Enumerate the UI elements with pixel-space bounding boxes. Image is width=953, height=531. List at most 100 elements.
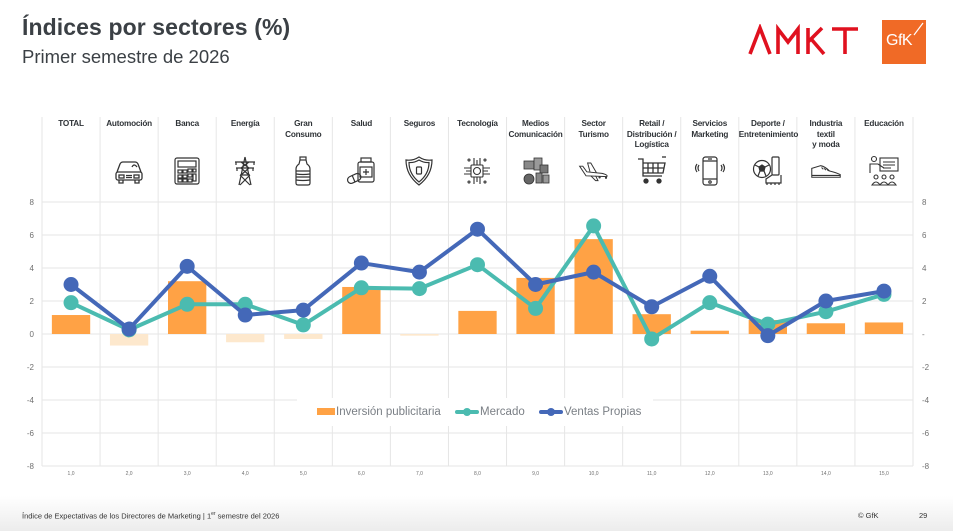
cart-icon [636,155,668,187]
point-mercado [237,296,253,312]
y-tick-right: -2 [922,363,930,372]
page-number: 29 [919,511,928,520]
x-tick-label: 10,0 [589,471,599,477]
y-tick-left: -6 [27,429,35,438]
point-ventas-propias [179,258,195,274]
point-mercado [586,218,602,234]
point-ventas-propias [586,264,602,280]
sector-label: Servicios Marketing [691,119,729,139]
y-tick-left: 8 [30,198,35,207]
sector-header-12: Servicios Marketing [681,117,739,202]
sector-label: Automoción [106,119,152,128]
point-ventas-propias [702,268,718,284]
point-ventas-propias [760,328,776,344]
power-tower-icon [229,155,261,187]
x-tick-label: 14,0 [821,471,831,477]
y-tick-left: 2 [30,297,35,306]
sector-label: TOTAL [58,119,84,128]
point-ventas-propias [237,307,253,323]
point-mercado [528,300,544,316]
y-tick-left: 0 [30,330,35,339]
sector-header-7: Seguros [390,117,448,202]
x-tick-label: 9,0 [532,471,539,477]
sector-label: Salud [350,119,372,128]
point-mercado [644,331,660,347]
teacher-icon [868,155,900,187]
sector-label: Industria textil y moda [809,119,843,149]
point-mercado [818,304,834,320]
sector-header-1: TOTAL [42,117,100,202]
legend-label: Mercado [480,406,525,418]
y-tick-right: - [922,330,925,339]
y-tick-right: -8 [922,462,930,471]
point-mercado [470,257,485,273]
y-tick-right: 2 [922,297,927,306]
bar-inversion [806,323,846,334]
sector-header-10: Sector Turismo [565,117,623,202]
bottle-icon [287,155,319,187]
y-tick-right: -4 [922,396,930,405]
x-tick-label: 4,0 [242,471,249,477]
sector-header-8: Tecnología [448,117,506,202]
bar-inversion [864,322,904,334]
y-tick-left: 4 [30,264,35,273]
footer-bar [0,496,953,531]
medicine-icon [345,155,377,187]
sector-header-11: Retail / Distribución / Logística [623,117,681,202]
point-ventas-propias [644,299,660,315]
sector-header-3: Banca [158,117,216,202]
y-tick-left: -2 [27,363,35,372]
point-mercado [63,295,79,311]
legend-item-ventas: Ventas Propias [539,406,641,418]
media-icon [520,155,552,187]
x-tick-label: 7,0 [416,471,423,477]
point-ventas-propias [818,293,834,309]
phone-icon [694,155,726,187]
y-tick-right: 4 [922,264,927,273]
bar-inversion [109,334,149,346]
point-mercado [411,281,427,297]
x-tick-label: 3,0 [184,471,191,477]
sector-label: Gran Consumo [285,119,322,139]
sector-header-9: Medios Comunicación [507,117,565,202]
page-subtitle: Primer semestre de 2026 [22,46,230,67]
sector-label: Energía [230,119,260,128]
shield-icon [403,155,435,187]
footer-caption: Índice de Expectativas de los Directores… [22,511,280,521]
point-mercado [179,296,195,312]
point-mercado [353,280,369,296]
point-ventas-propias [121,321,137,337]
sector-label: Sector Turismo [578,119,609,139]
x-tick-label: 1,0 [68,471,75,477]
bar-inversion [458,310,497,334]
footer-copyright: © GfK [858,511,879,520]
point-ventas-propias [411,264,427,280]
x-tick-label: 5,0 [300,471,307,477]
legend-swatch-bar [317,408,335,416]
page-title: Índices por sectores (%) [22,14,291,40]
sector-label: Seguros [403,119,436,128]
sector-header-5: Gran Consumo [274,117,332,202]
y-tick-left: -8 [27,462,35,471]
gfk-logo-text: GfK [886,32,913,49]
sector-label: Tecnología [457,119,498,128]
car-icon [113,155,145,187]
legend-label: Ventas Propias [564,406,642,418]
x-tick-label: 12,0 [705,471,715,477]
chip-icon [461,155,493,187]
x-tick-label: 15,0 [879,471,889,477]
sector-label: Medios Comunicación [508,119,563,139]
point-mercado [760,316,776,332]
football-icon [752,155,784,187]
x-tick-label: 11,0 [647,471,657,477]
legend-item-inversion: Inversión publicitaria [317,406,441,418]
airplane-icon [578,155,610,187]
shoe-icon [810,155,842,187]
bar-inversion [400,334,439,336]
legend-item-mercado: Mercado [455,406,525,418]
x-tick-label: 2,0 [126,471,133,477]
legend-label: Inversión publicitaria [336,406,441,418]
y-tick-left: 6 [30,231,35,240]
sector-label: Deporte / Entretenimiento [738,119,799,139]
sector-label: Retail / Distribución / Logística [626,119,677,149]
